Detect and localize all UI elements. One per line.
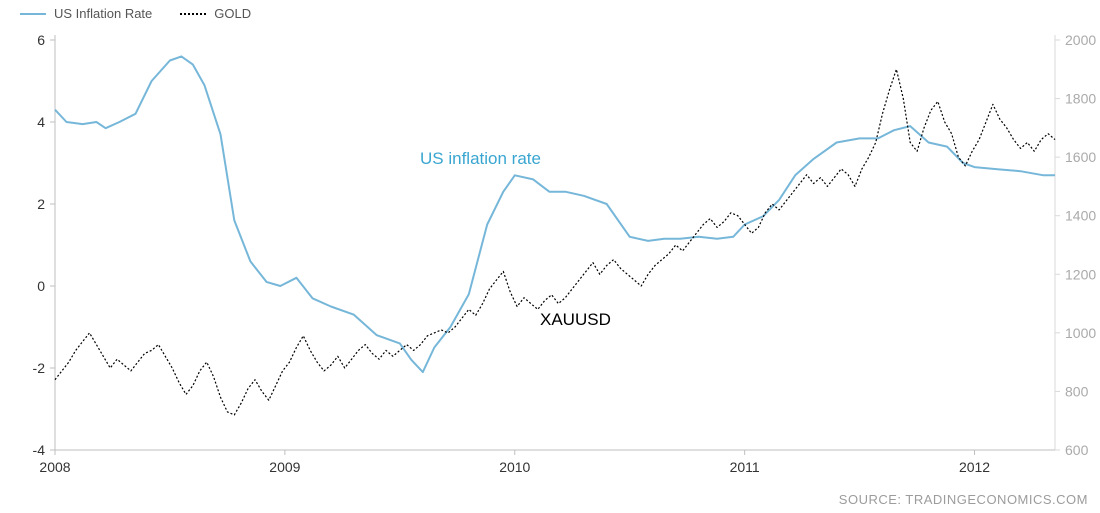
svg-text:0: 0 — [37, 278, 45, 294]
svg-text:2: 2 — [37, 196, 45, 212]
legend-item-inflation: US Inflation Rate — [20, 6, 152, 21]
svg-text:1400: 1400 — [1065, 208, 1096, 224]
svg-text:-4: -4 — [33, 442, 46, 458]
legend-label-inflation: US Inflation Rate — [54, 6, 152, 21]
source-attribution: SOURCE: TRADINGECONOMICS.COM — [839, 492, 1088, 507]
svg-text:2011: 2011 — [730, 459, 760, 475]
svg-text:2008: 2008 — [39, 459, 70, 475]
legend-item-gold: GOLD — [180, 6, 251, 21]
svg-text:2012: 2012 — [959, 459, 990, 475]
svg-text:2010: 2010 — [499, 459, 530, 475]
svg-text:4: 4 — [37, 114, 45, 130]
annotation-inflation: US inflation rate — [420, 149, 541, 169]
legend-label-gold: GOLD — [214, 6, 251, 21]
svg-text:1200: 1200 — [1065, 266, 1096, 282]
annotation-xauusd: XAUUSD — [540, 310, 611, 330]
svg-text:6: 6 — [37, 32, 45, 48]
svg-text:600: 600 — [1065, 442, 1089, 458]
svg-text:-2: -2 — [33, 360, 46, 376]
svg-text:1800: 1800 — [1065, 91, 1096, 107]
svg-text:2009: 2009 — [269, 459, 300, 475]
svg-text:1000: 1000 — [1065, 325, 1096, 341]
svg-text:1600: 1600 — [1065, 149, 1096, 165]
svg-text:800: 800 — [1065, 383, 1089, 399]
svg-text:2000: 2000 — [1065, 32, 1096, 48]
chart-svg: -4 -2 0 2 4 6 600 800 1000 1200 1400 1600 1800 2000 20… — [0, 0, 1100, 513]
legend: US Inflation Rate GOLD — [20, 6, 251, 21]
chart-container: { "chart": { "type": "line-dual-axis", "… — [0, 0, 1100, 513]
legend-swatch-inflation — [20, 13, 46, 15]
legend-swatch-gold — [180, 13, 206, 15]
series-gold — [55, 69, 1055, 415]
